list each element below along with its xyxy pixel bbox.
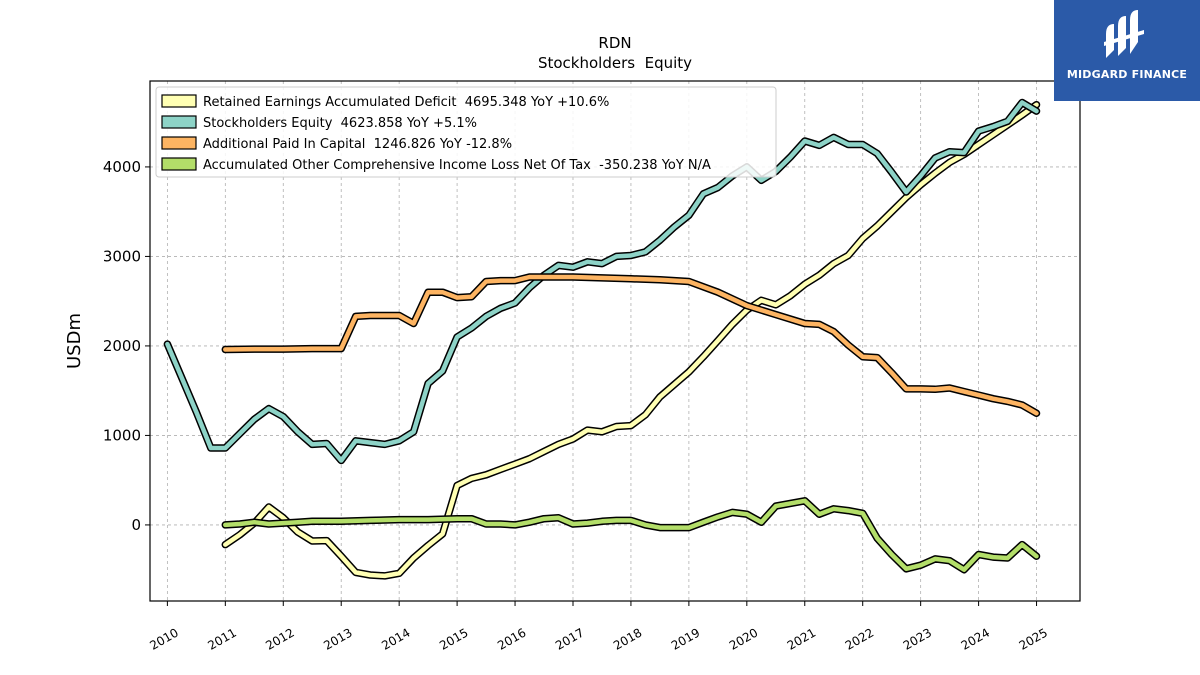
x-tick-label: 2023: [901, 625, 934, 652]
y-tick-label: 3000: [103, 247, 141, 265]
series-line-1: [165, 100, 1039, 463]
x-tick-label: 2020: [727, 625, 760, 652]
x-tick-label: 2012: [263, 625, 296, 652]
legend-label: Stockholders Equity 4623.858 YoY +5.1%: [203, 116, 477, 131]
x-tick-label: 2019: [669, 625, 702, 652]
y-tick-label: 4000: [103, 158, 141, 176]
x-axis: 2010 2011 2012 2013 2014 2015 2016 2017 2018 2019…: [147, 601, 1050, 653]
x-tick-label: 2015: [437, 625, 470, 652]
series-layer: [163, 98, 1041, 580]
x-tick-label: 2024: [959, 625, 992, 652]
legend-swatch: [161, 157, 197, 171]
x-tick-label: 2021: [785, 625, 818, 652]
y-axis: 0 1000 2000 3000 4000: [103, 158, 150, 534]
x-tick-label: 2025: [1017, 625, 1050, 652]
legend-swatch: [161, 136, 197, 150]
legend-swatch: [161, 115, 197, 129]
legend-box: [155, 86, 777, 178]
legend-label: Additional Paid In Capital 1246.826 YoY …: [203, 137, 512, 152]
y-tick-label: 0: [131, 516, 141, 534]
logo-mark-icon: [1104, 10, 1144, 58]
series-line-3: [223, 498, 1039, 572]
legend-swatch: [161, 94, 197, 108]
x-tick-label: 2010: [147, 625, 180, 652]
x-tick-label: 2013: [321, 625, 354, 652]
x-tick-label: 2014: [379, 625, 412, 652]
y-axis-label: USDm: [64, 313, 85, 369]
chart-subtitle: Stockholders Equity: [538, 54, 692, 72]
series-line-0: [223, 102, 1039, 579]
legend-label: Accumulated Other Comprehensive Income L…: [203, 158, 711, 173]
chart-title: RDN: [598, 34, 631, 52]
y-tick-label: 1000: [103, 426, 141, 444]
series-line-2: [223, 274, 1039, 416]
brand-logo: MIDGARD FINANCE: [1054, 0, 1200, 101]
x-tick-label: 2017: [553, 625, 586, 652]
legend: Retained Earnings Accumulated Deficit 46…: [155, 86, 777, 178]
y-tick-label: 2000: [103, 337, 141, 355]
plot-frame: [149, 80, 1081, 602]
legend-label: Retained Earnings Accumulated Deficit 46…: [203, 95, 609, 110]
logo-text: MIDGARD FINANCE: [1066, 68, 1188, 81]
x-tick-label: 2016: [495, 625, 528, 652]
x-tick-label: 2018: [611, 625, 644, 652]
x-tick-label: 2022: [843, 625, 876, 652]
x-tick-label: 2011: [205, 625, 238, 652]
